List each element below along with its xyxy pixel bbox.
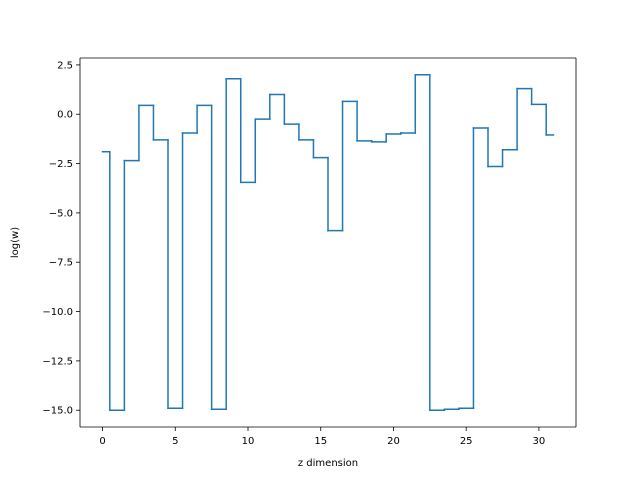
y-tick-label: −15.0 [42, 406, 73, 417]
y-axis-label: log(w) [10, 227, 21, 258]
x-tick-label: 20 [387, 436, 400, 447]
x-axis-label: z dimension [298, 458, 358, 469]
y-tick-label: −12.5 [42, 356, 73, 367]
series-0 [101, 74, 555, 411]
y-tick-label: −2.5 [49, 159, 73, 170]
y-tick-label: 0.0 [57, 110, 73, 121]
y-tick-label: −10.0 [42, 307, 73, 318]
y-tick-label: −5.0 [49, 208, 73, 219]
axes: 0 5 10 15 20 25 30 2.5 0.0 −2.5 −5.0 −7.5 −10.0 −12.5… [42, 57, 577, 447]
x-tick-label: 10 [242, 436, 255, 447]
x-tick-label: 30 [533, 436, 546, 447]
x-tick-label: 5 [172, 436, 178, 447]
x-tick-label: 25 [460, 436, 473, 447]
y-tick-label: 2.5 [57, 60, 73, 71]
x-tick-label: 15 [314, 436, 327, 447]
plot-area [101, 74, 555, 411]
x-tick-label: 0 [99, 436, 105, 447]
y-tick-label: −7.5 [49, 258, 73, 269]
